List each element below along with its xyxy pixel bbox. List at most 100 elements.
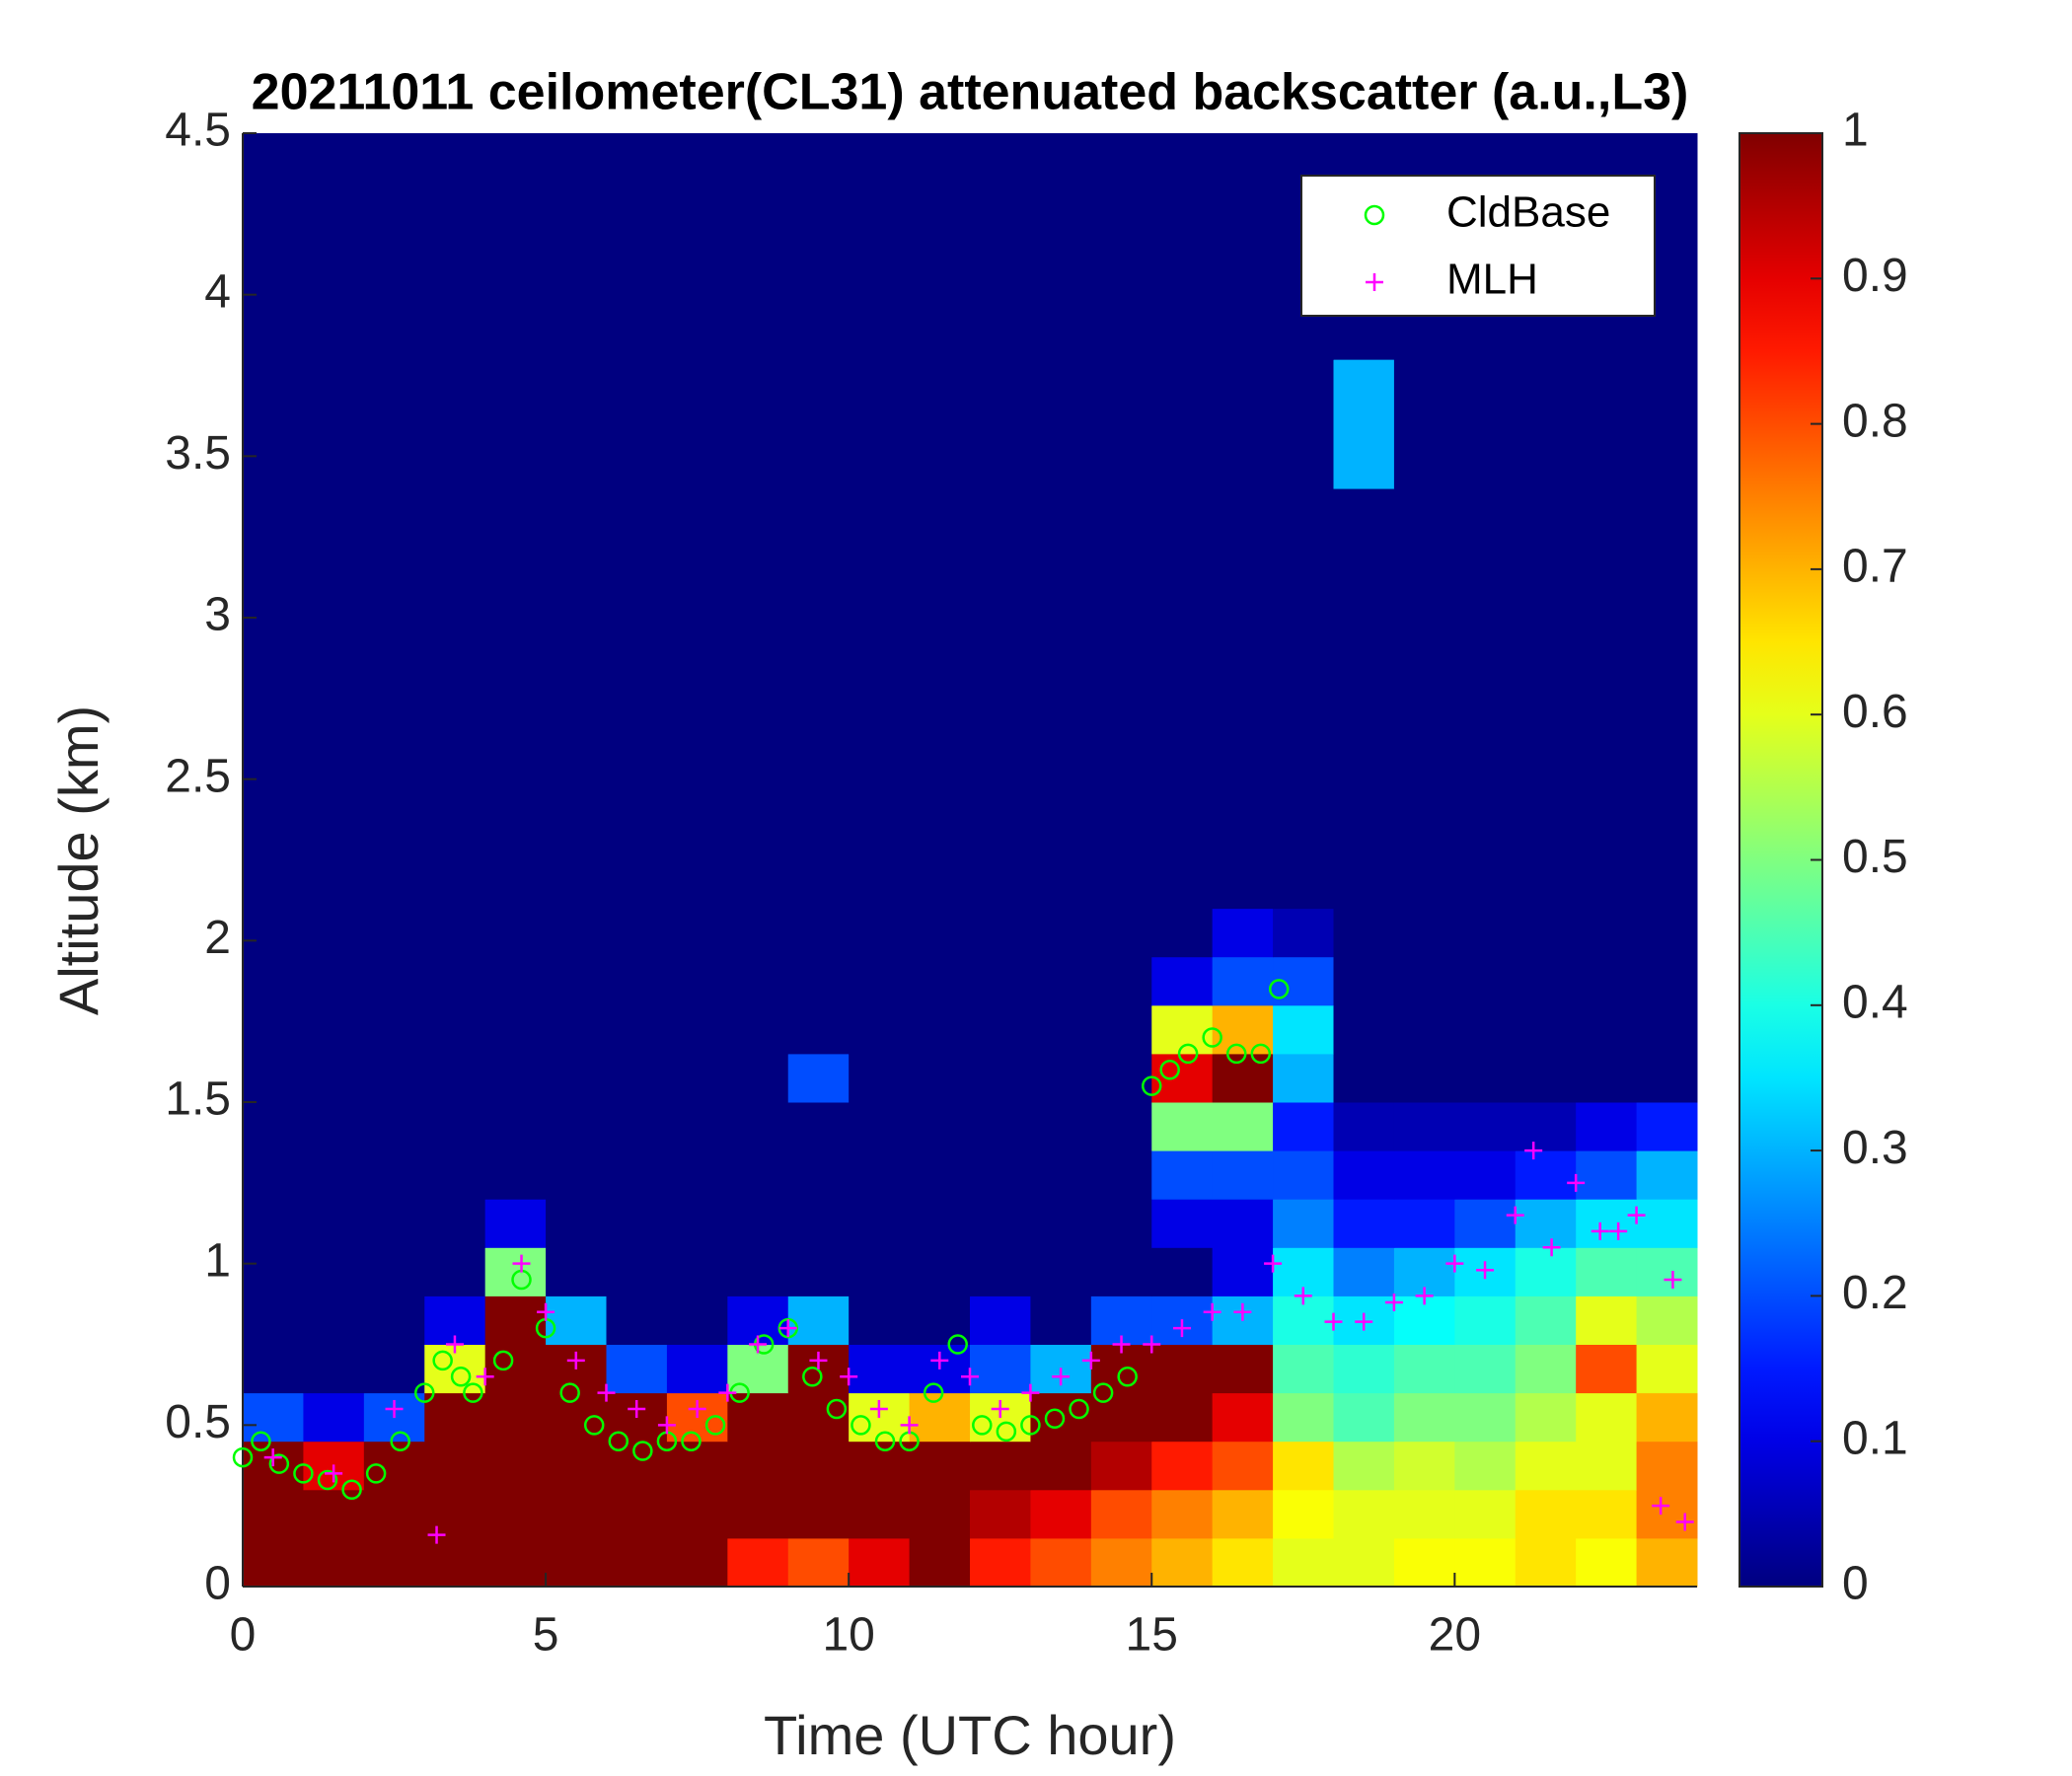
heat-cell	[970, 1344, 1031, 1394]
heat-cell	[1515, 488, 1577, 910]
heat-cell	[606, 1150, 668, 1200]
heat-cell	[1576, 1489, 1638, 1539]
heat-cell	[363, 488, 425, 910]
heat-cell	[546, 1295, 607, 1345]
heat-cell	[363, 359, 425, 489]
heat-cell	[484, 1199, 547, 1248]
heat-cell	[363, 1102, 425, 1151]
heat-cell	[1030, 1489, 1092, 1539]
heat-cell	[606, 1004, 668, 1055]
y-tick-label: 4	[204, 265, 231, 318]
heat-cell	[1090, 1199, 1152, 1248]
heat-cell	[1576, 1344, 1638, 1394]
cldbase-point	[1142, 1075, 1162, 1096]
heat-cell	[970, 956, 1031, 1006]
heat-cell	[849, 488, 911, 910]
heat-cell	[1636, 1004, 1698, 1055]
heat-cell	[1333, 908, 1395, 958]
heat-cell	[1090, 1441, 1152, 1491]
heat-cell	[1393, 1004, 1455, 1055]
heat-cell	[1515, 1344, 1577, 1394]
y-tick-label: 4.5	[165, 105, 231, 157]
heat-cell	[1454, 1537, 1517, 1588]
cldbase-point	[874, 1431, 896, 1451]
y-tick-label: 0.5	[165, 1396, 231, 1448]
heat-cell	[1030, 956, 1092, 1006]
heat-cell	[424, 956, 486, 1006]
heat-cell	[303, 908, 365, 958]
heat-cell	[303, 1102, 365, 1151]
heat-cell	[243, 1199, 304, 1248]
heat-cell	[1454, 1295, 1517, 1345]
heat-cell	[787, 1537, 850, 1588]
y-tick-label: 1.5	[165, 1073, 231, 1126]
heat-cell	[1212, 133, 1274, 360]
cldbase-point	[1225, 1043, 1247, 1065]
heat-cell	[243, 1489, 304, 1539]
cldbase-point	[681, 1431, 702, 1451]
heat-cell	[546, 1247, 607, 1296]
mlh-point	[778, 1319, 797, 1338]
heat-cell	[363, 1537, 425, 1588]
heat-cell	[727, 956, 789, 1006]
chart-title: 20211011 ceilometer(CL31) attenuated bac…	[252, 64, 1689, 121]
heat-cell	[546, 1441, 607, 1491]
heat-cell	[484, 1053, 547, 1103]
heat-cell	[1515, 1537, 1577, 1588]
heat-cell	[1090, 1102, 1152, 1151]
heat-cell	[1030, 1441, 1092, 1491]
heat-cell	[666, 1150, 728, 1200]
heat-cell	[666, 956, 728, 1006]
heat-cell	[909, 1247, 971, 1296]
heat-cell	[1151, 1102, 1214, 1151]
mlh-point	[688, 1399, 706, 1418]
cldbase-point	[1159, 1060, 1180, 1080]
heat-cell	[909, 956, 971, 1006]
heat-cell	[606, 1199, 668, 1248]
y-tick-label: 0	[204, 1558, 231, 1610]
mlh-point	[900, 1416, 919, 1435]
heat-cell	[1454, 1489, 1517, 1539]
heat-cell	[1212, 956, 1274, 1006]
heat-cell	[1030, 1247, 1092, 1296]
mlh-point	[1081, 1351, 1100, 1369]
heat-cell	[1273, 1344, 1334, 1394]
heat-cell	[1151, 908, 1214, 958]
heat-cell	[484, 1537, 547, 1588]
heat-cell	[970, 1004, 1031, 1055]
heat-cell	[1454, 1199, 1517, 1248]
heat-cell	[1333, 1489, 1395, 1539]
heat-cell	[1636, 956, 1698, 1006]
heat-cell	[484, 1004, 547, 1055]
heat-cell	[424, 488, 486, 910]
heat-cell	[484, 1441, 547, 1491]
colorbar-tick-label: 0.3	[1842, 1122, 1908, 1174]
heat-cell	[1030, 133, 1092, 360]
cldbase-point	[947, 1334, 968, 1355]
colorbar-tick-label: 0.1	[1842, 1412, 1908, 1464]
heat-cell	[424, 1247, 486, 1296]
heat-cell	[1030, 488, 1092, 910]
cldbase-point	[1020, 1415, 1041, 1436]
heat-cell	[363, 1199, 425, 1248]
mlh-point	[325, 1464, 343, 1483]
mlh-point	[1233, 1302, 1252, 1321]
heat-cell	[1151, 133, 1214, 360]
heat-cell	[970, 1441, 1031, 1491]
heat-cell	[1273, 1053, 1334, 1103]
heat-cell	[1333, 1150, 1395, 1200]
heat-cell	[1212, 359, 1274, 489]
heat-cell	[849, 1295, 911, 1345]
heat-cell	[363, 1004, 425, 1055]
cldbase-point	[559, 1382, 580, 1403]
heat-cell	[909, 1199, 971, 1248]
heat-cell	[1151, 359, 1214, 489]
heat-cell	[1515, 1392, 1577, 1443]
heat-cell	[727, 133, 789, 360]
heat-cell	[484, 488, 547, 910]
heat-cell	[1212, 488, 1274, 910]
cldbase-point	[608, 1431, 629, 1451]
cldbase-point	[972, 1415, 993, 1436]
colorbar-tick-label: 0.6	[1842, 686, 1908, 738]
heat-cell	[909, 359, 971, 489]
